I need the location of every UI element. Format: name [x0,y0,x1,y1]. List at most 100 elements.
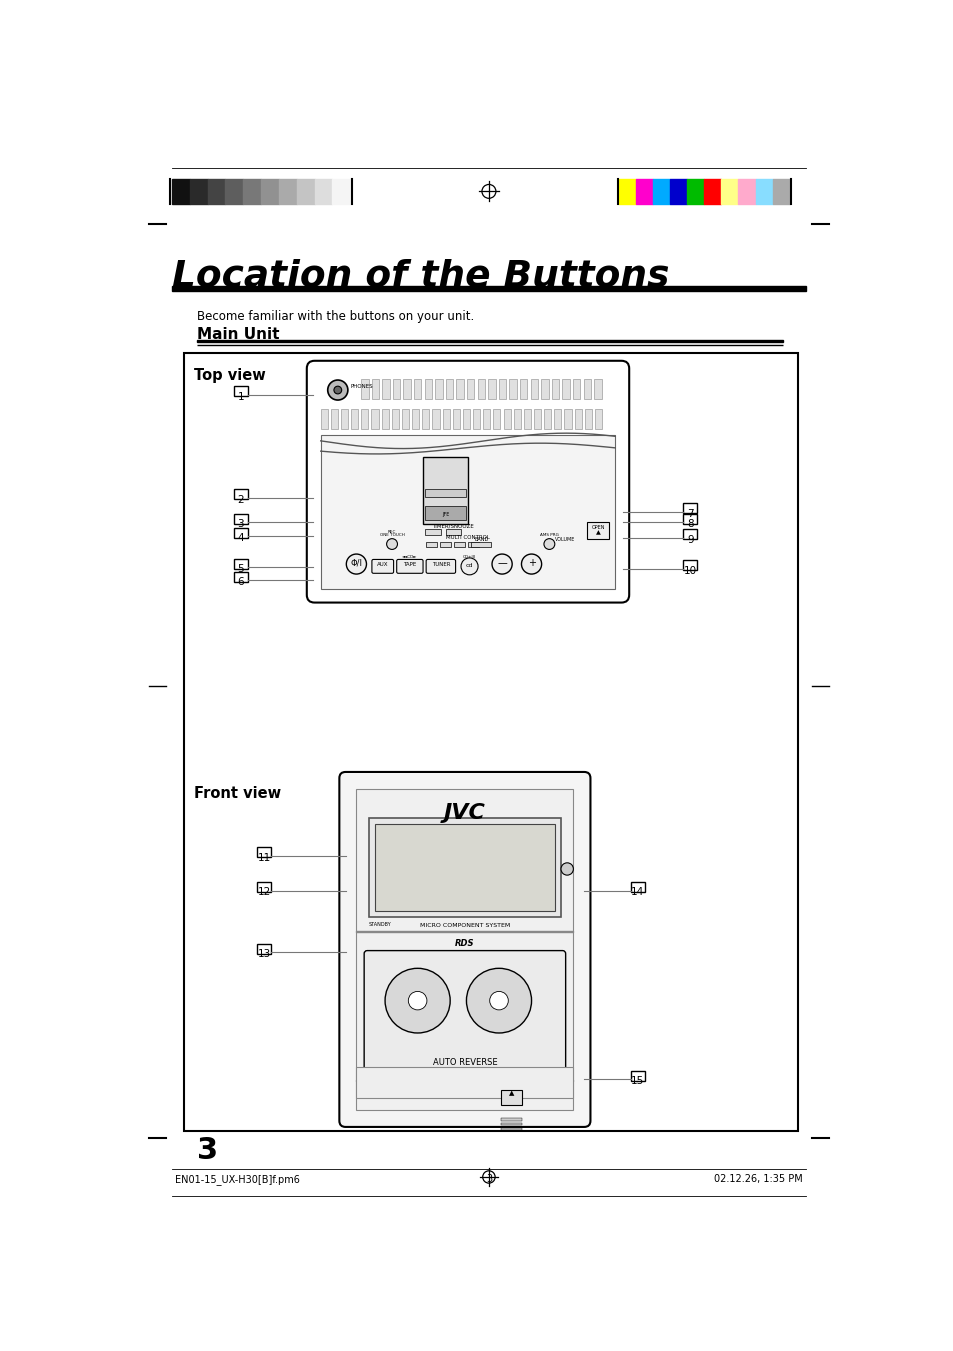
Text: 15: 15 [631,1077,643,1086]
Bar [630,882,644,892]
Bar [360,380,368,400]
Circle shape [418,1085,427,1092]
Bar [233,528,248,538]
Bar [261,180,278,204]
Circle shape [521,554,541,574]
Text: ONE TOUCH: ONE TOUCH [379,534,404,538]
Text: 3: 3 [196,1136,217,1166]
Bar [564,408,571,428]
Bar [587,523,608,539]
Bar [296,180,314,204]
Text: CD+III: CD+III [462,555,476,559]
Bar [686,180,703,204]
Text: 4: 4 [237,534,244,543]
Bar [196,340,781,342]
Bar [561,380,569,400]
Circle shape [346,554,366,574]
Bar [392,408,398,428]
Bar [462,408,470,428]
Bar [551,380,558,400]
Bar [372,380,378,400]
Bar [523,408,531,428]
Bar [738,180,755,204]
Bar [382,380,389,400]
Bar [412,408,418,428]
Bar [454,542,464,547]
Bar [233,571,248,582]
Text: TUNER: TUNER [431,562,450,566]
Bar [500,1128,521,1129]
Bar [257,847,271,858]
Text: —: — [497,558,506,569]
Text: 10: 10 [683,566,697,576]
Text: AUX: AUX [376,562,388,566]
Bar [332,180,350,204]
Text: 8: 8 [686,519,693,530]
Bar [393,380,400,400]
Bar [500,1090,521,1105]
Bar [375,824,555,911]
Text: 14: 14 [631,888,643,897]
Text: 11: 11 [257,852,271,863]
Bar [583,380,590,400]
Bar [554,408,560,428]
Bar [498,380,506,400]
Text: 2: 2 [237,494,244,505]
Text: TAPE: TAPE [403,562,416,566]
Bar [314,180,332,204]
Circle shape [385,969,450,1034]
Text: VOLUME: VOLUME [554,536,575,542]
Bar [422,408,429,428]
Text: AUTO REVERSE: AUTO REVERSE [432,1058,497,1066]
Text: 12: 12 [257,888,271,897]
Bar [381,408,389,428]
Text: 13: 13 [257,948,271,959]
Bar [534,408,540,428]
Bar [670,180,686,204]
Bar [278,180,296,204]
Bar [471,542,491,547]
Bar [351,408,358,428]
Bar [225,180,243,204]
Bar [595,408,601,428]
Text: 9: 9 [686,535,693,544]
Bar [208,180,225,204]
Bar [500,1123,521,1125]
Circle shape [466,969,531,1034]
Bar [467,380,474,400]
Text: BAND: BAND [474,536,488,542]
Text: Main Unit: Main Unit [196,327,279,342]
Text: MICRO COMPONENT SYSTEM: MICRO COMPONENT SYSTEM [419,923,510,928]
Circle shape [408,992,427,1011]
Bar [513,408,520,428]
Text: 1: 1 [237,392,244,401]
Bar [426,542,436,547]
Text: REC: REC [388,530,395,534]
Bar [361,408,368,428]
Bar [720,180,738,204]
Text: 6: 6 [237,577,244,588]
Bar [442,408,449,428]
Bar [653,180,670,204]
FancyBboxPatch shape [307,361,629,603]
Bar [172,180,190,204]
Bar [530,380,537,400]
Bar [519,380,527,400]
Bar [453,408,459,428]
Text: AMS PRG: AMS PRG [539,534,558,538]
Circle shape [543,539,555,550]
Bar [422,457,468,524]
Text: 02.12.26, 1:35 PM: 02.12.26, 1:35 PM [713,1174,802,1183]
Bar [682,503,697,513]
Text: TIMER/SNOOZE: TIMER/SNOOZE [431,523,473,528]
Text: STANDBY: STANDBY [369,921,391,927]
Bar [172,286,805,292]
Text: +: + [527,558,535,569]
Bar [503,408,510,428]
Bar [403,380,411,400]
Circle shape [489,992,508,1011]
FancyBboxPatch shape [364,951,565,1082]
Text: 7: 7 [686,508,693,519]
Bar [445,530,460,535]
Bar [473,408,479,428]
